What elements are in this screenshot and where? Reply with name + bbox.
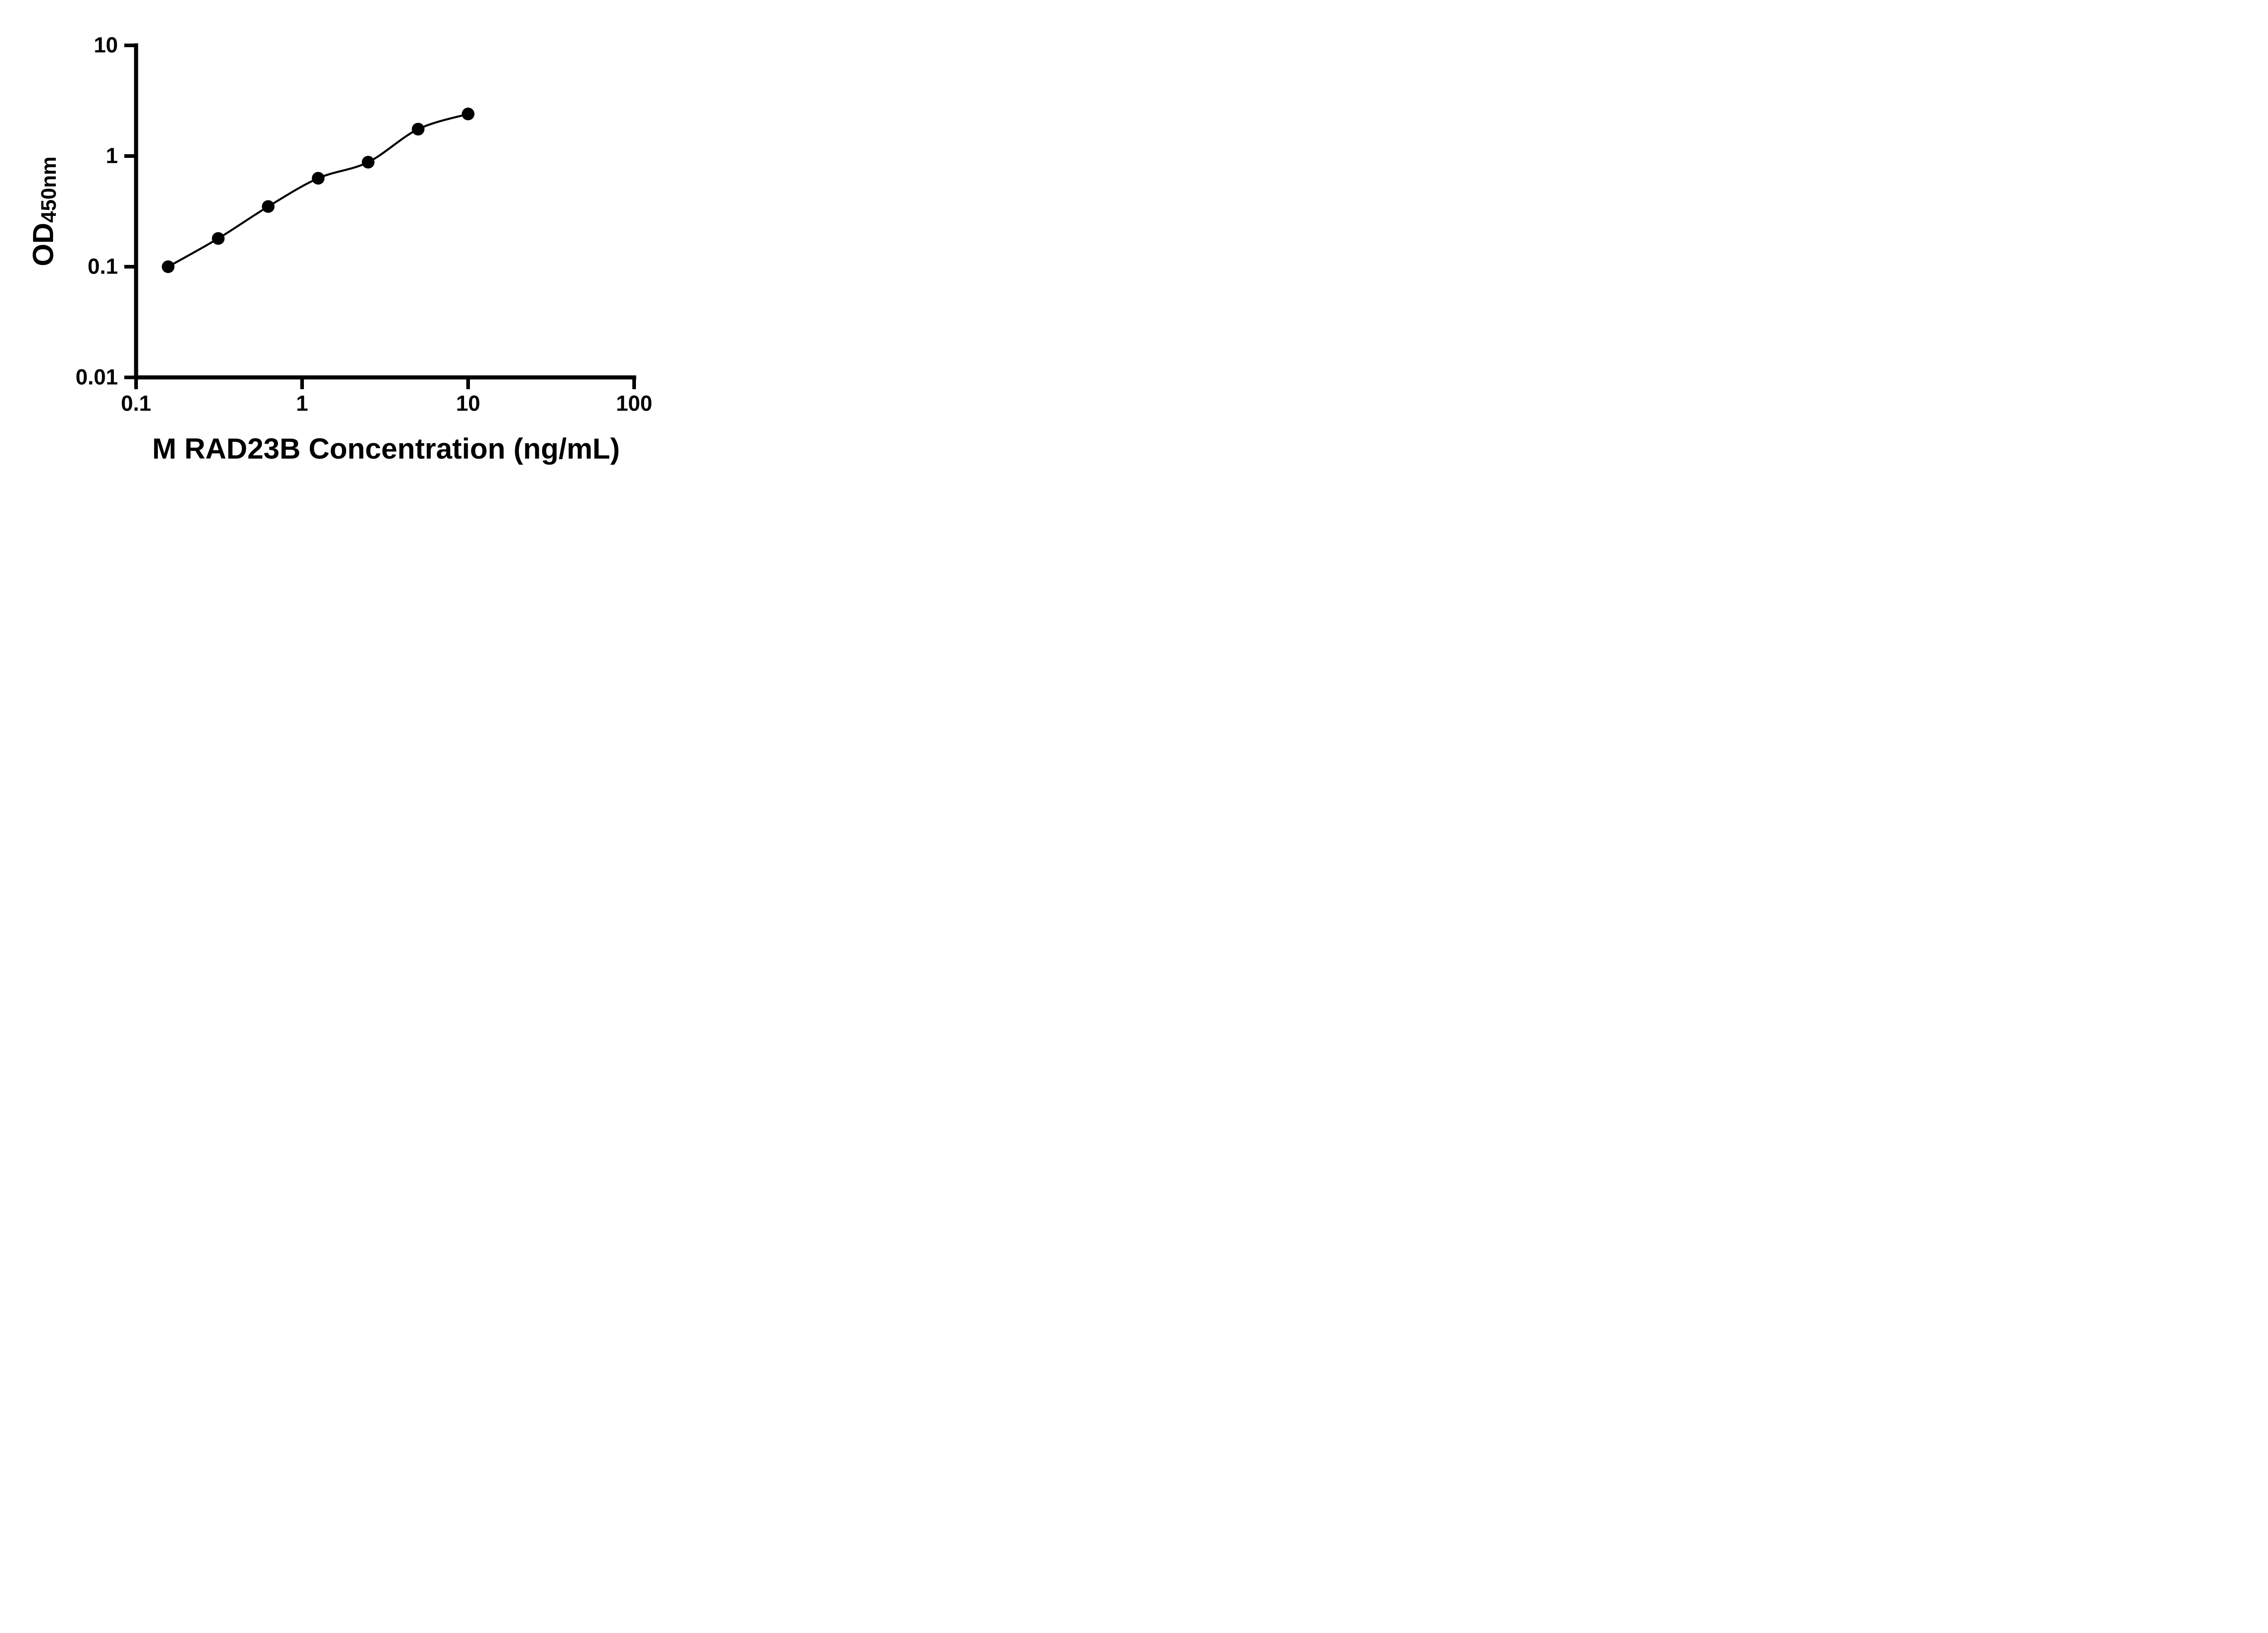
x-axis-title: M RAD23B Concentration (ng/mL) — [152, 432, 620, 465]
data-point — [411, 122, 425, 136]
y-axis-title-subscript: 450nm — [37, 156, 61, 223]
x-axis-tick-label: 1 — [296, 392, 308, 416]
x-axis-tick-label: 10 — [456, 392, 480, 416]
chart-figure: 0.1 1 10 100 0.01 0.1 1 10 M RAD23B Concentrati… — [0, 0, 699, 490]
data-point — [312, 171, 325, 185]
y-axis-tick-label: 0.1 — [88, 255, 118, 279]
y-axis-tick-label: 1 — [106, 144, 118, 168]
y-axis-title: OD450nm — [26, 156, 60, 266]
y-axis-title-main: OD — [27, 223, 59, 266]
y-axis-tick-label: 10 — [94, 34, 118, 58]
fit-curve — [167, 113, 469, 268]
x-axis-tick-label: 0.1 — [121, 392, 152, 416]
x-axis-tick-label: 100 — [616, 392, 652, 416]
data-point — [462, 108, 474, 121]
data-point — [161, 260, 175, 273]
data-point — [262, 200, 275, 213]
y-axis-tick-label: 0.01 — [76, 366, 118, 390]
data-point — [212, 232, 225, 245]
data-point — [362, 156, 375, 169]
axis-spines — [134, 43, 636, 380]
